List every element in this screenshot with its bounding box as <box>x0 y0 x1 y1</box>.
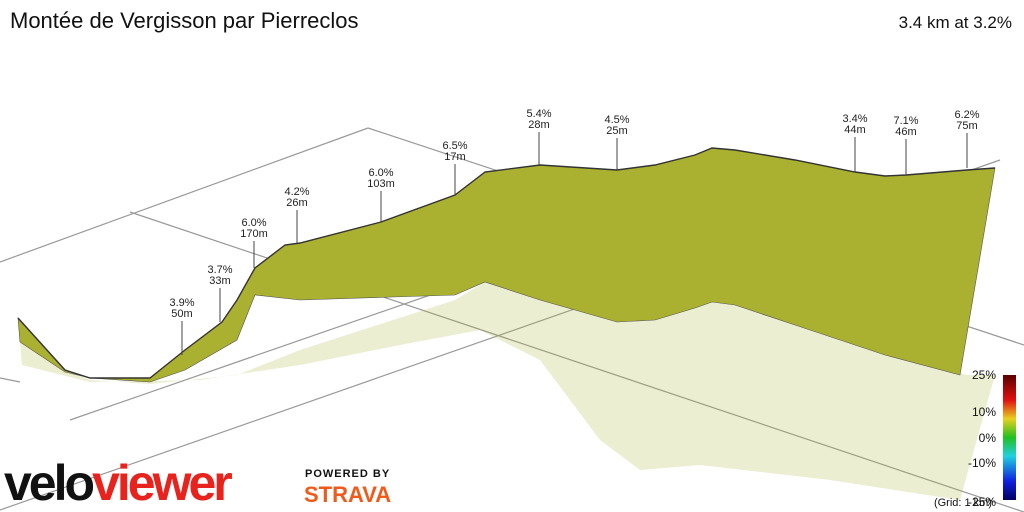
annotation-length: 26m <box>286 197 307 209</box>
annotation-grade: 5.4% <box>526 108 551 120</box>
strava: STRAVA <box>304 482 391 507</box>
annotation-grade: 6.2% <box>954 109 979 121</box>
legend-tick: 25% <box>972 368 996 382</box>
annotation-length: 44m <box>844 124 865 136</box>
annotation-length: 75m <box>956 120 977 132</box>
annotation-length: 25m <box>606 125 627 137</box>
profile-line <box>17 147 996 379</box>
summary: 3.4 km at 3.2% <box>899 13 1012 32</box>
annotation-grade: 6.0% <box>368 167 393 179</box>
grid-line <box>0 377 21 383</box>
annotation-grade: 3.4% <box>842 113 867 125</box>
logo-velo: velo <box>4 455 94 511</box>
annotation-grade: 4.5% <box>604 114 629 126</box>
annotation-grade: 7.1% <box>893 115 918 127</box>
powered-by: POWERED BY <box>305 468 390 480</box>
logo-viewer: viewer <box>92 455 232 511</box>
legend: 25% 10% 0% -10% -25% <box>968 368 996 509</box>
annotation-grade: 3.9% <box>169 297 194 309</box>
profile-reflection <box>18 282 995 500</box>
title: Montée de Vergisson par Pierreclos <box>10 8 359 33</box>
annotation-grade: 3.7% <box>207 264 232 276</box>
legend-tick: -10% <box>968 456 996 470</box>
legend-tick: 0% <box>979 431 997 445</box>
annotation-length: 33m <box>209 275 230 287</box>
legend-tick: 10% <box>972 405 996 419</box>
annotation-length: 103m <box>367 178 395 190</box>
annotations: 3.9%50m3.7%33m6.0%170m4.2%26m6.0%103m6.5… <box>169 108 980 355</box>
legend-tick: -25% <box>968 495 996 509</box>
annotation-grade: 4.2% <box>284 186 309 198</box>
gradient-scale <box>1003 375 1016 500</box>
grid-note: (Grid: 1 km) <box>934 497 992 509</box>
annotation-length: 46m <box>895 126 916 138</box>
annotation-length: 17m <box>444 151 465 163</box>
annotation-grade: 6.0% <box>241 217 266 229</box>
annotation-grade: 6.5% <box>442 140 467 152</box>
annotation-length: 170m <box>240 228 268 240</box>
grid-line <box>0 127 369 263</box>
annotation-length: 28m <box>528 119 549 131</box>
logo: veloviewer <box>4 455 232 511</box>
annotation-length: 50m <box>171 308 192 320</box>
